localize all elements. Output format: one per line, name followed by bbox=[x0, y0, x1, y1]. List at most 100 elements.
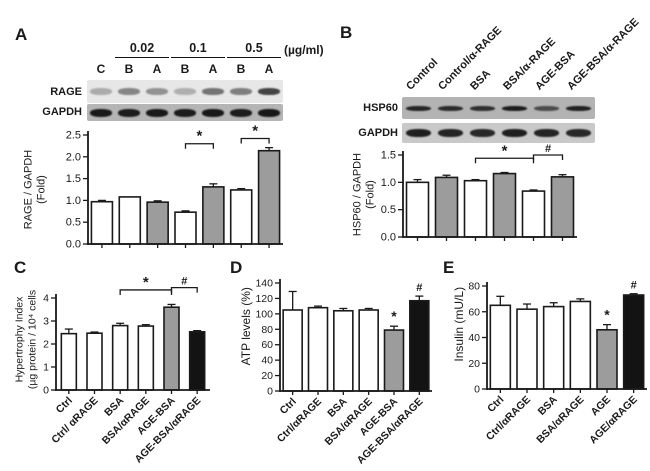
bar bbox=[118, 196, 142, 245]
y-tick-label: 2.0 bbox=[66, 151, 81, 163]
panel-e-label: E bbox=[443, 258, 455, 277]
panel-a-label: A bbox=[15, 25, 28, 44]
y-tick-label: 20 bbox=[261, 370, 273, 382]
y-tick-label: 4 bbox=[43, 293, 49, 305]
bar-significance-mark: * bbox=[604, 307, 610, 323]
protein-band bbox=[566, 129, 592, 137]
protein-band bbox=[202, 88, 224, 95]
bar bbox=[434, 176, 459, 238]
protein-band bbox=[502, 129, 528, 137]
bar bbox=[60, 332, 78, 391]
y-tick-label: 80 bbox=[261, 324, 273, 336]
protein-band bbox=[534, 105, 560, 111]
y-tick-label: 0.5 bbox=[381, 204, 396, 216]
protein-band bbox=[405, 129, 431, 137]
bar bbox=[383, 329, 405, 392]
y-tick-label: 1 bbox=[43, 362, 49, 374]
protein-band bbox=[230, 88, 252, 95]
concentration-group-1: 0.02 bbox=[115, 41, 169, 58]
western-blot-strip-gapdh-b bbox=[402, 123, 595, 143]
protein-band bbox=[258, 108, 280, 117]
blot-row-label-gapdh: GAPDH bbox=[42, 106, 82, 118]
bar bbox=[492, 172, 517, 238]
bar bbox=[405, 181, 430, 238]
bar bbox=[569, 300, 592, 390]
y-tick-label: 60 bbox=[468, 306, 480, 318]
bar bbox=[622, 294, 645, 390]
lane-label: A bbox=[152, 62, 162, 76]
panel-c-y-axis-label: Hypertrophy Index (µg protein / 10⁴ cell… bbox=[14, 260, 39, 420]
y-tick-label: 1.5 bbox=[66, 173, 81, 185]
protein-band bbox=[566, 105, 592, 111]
protein-band bbox=[202, 108, 224, 117]
bar bbox=[202, 186, 225, 245]
lane-label: B bbox=[180, 62, 190, 76]
protein-band bbox=[146, 108, 168, 117]
y-tick-label: 0 bbox=[474, 384, 480, 396]
bar bbox=[489, 304, 512, 390]
protein-band bbox=[174, 108, 196, 117]
panel-b-label: B bbox=[340, 23, 353, 42]
bar bbox=[229, 189, 253, 245]
concentration-label: 0.02 bbox=[129, 41, 155, 55]
bar bbox=[463, 179, 488, 238]
panel-a-bar-chart: 0.0 0.5 1.0 1.5 2.0 2.5 * * bbox=[66, 122, 283, 251]
bar bbox=[333, 309, 354, 392]
panel-b-bar-chart: 0.0 0.5 1.0 1.5 * # bbox=[381, 142, 577, 244]
blot-row-label-hsp60: HSP60 bbox=[363, 102, 398, 114]
lane-label: B bbox=[236, 62, 246, 76]
protein-band bbox=[469, 105, 495, 111]
significance-label: # bbox=[181, 276, 187, 288]
y-tick-label: 140 bbox=[255, 278, 273, 290]
y-tick-label: 40 bbox=[261, 355, 273, 367]
y-tick-label: 80 bbox=[468, 281, 480, 293]
x-category-label: Ctrl bbox=[54, 395, 75, 416]
lane-label: C bbox=[96, 62, 106, 76]
bar bbox=[550, 176, 575, 238]
bar bbox=[111, 324, 129, 391]
bar bbox=[596, 328, 618, 390]
protein-band bbox=[258, 88, 280, 95]
y-tick-label: 0.5 bbox=[66, 217, 81, 229]
y-tick-label: 20 bbox=[468, 358, 480, 370]
x-category-label: BSA/αRAGE bbox=[534, 394, 586, 446]
lane-label: B bbox=[124, 62, 134, 76]
significance-label: # bbox=[545, 143, 551, 155]
y-tick-label: 0.0 bbox=[66, 239, 81, 251]
bar bbox=[282, 309, 303, 392]
protein-band bbox=[90, 88, 112, 95]
bar bbox=[516, 308, 538, 390]
significance-bracket bbox=[474, 157, 535, 164]
protein-band bbox=[437, 129, 463, 137]
bar bbox=[409, 299, 430, 392]
western-blot-strip-gapdh bbox=[87, 104, 283, 121]
y-tick-label: 1.5 bbox=[381, 150, 396, 162]
concentration-unit-label: (µg/ml) bbox=[284, 43, 324, 57]
y-axis-label-line: Hypertrophy Index bbox=[13, 296, 26, 383]
significance-label: * bbox=[143, 274, 149, 291]
y-tick-label: 0 bbox=[43, 385, 49, 397]
concentration-label: 0.1 bbox=[189, 41, 207, 55]
bar bbox=[358, 309, 379, 392]
bar bbox=[521, 190, 546, 238]
blot-row-label-rage: RAGE bbox=[50, 86, 82, 98]
x-category-label: Ctrl bbox=[485, 394, 506, 415]
y-tick-label: 120 bbox=[255, 293, 273, 305]
lane-label: A bbox=[208, 62, 218, 76]
panel-d-label: D bbox=[230, 258, 243, 277]
significance-label: * bbox=[502, 142, 508, 159]
y-tick-label: 1.0 bbox=[66, 195, 81, 207]
y-tick-label: 40 bbox=[468, 332, 480, 344]
concentration-group-3: 0.5 bbox=[227, 41, 281, 58]
bar bbox=[90, 200, 114, 245]
bar bbox=[86, 332, 103, 391]
y-tick-label: 1.0 bbox=[381, 177, 396, 189]
bar-significance-mark: * bbox=[391, 308, 397, 324]
bar bbox=[542, 305, 565, 390]
significance-label: * bbox=[197, 128, 203, 145]
blot-lane-label: BSA bbox=[468, 67, 494, 93]
y-tick-label: 2 bbox=[43, 339, 49, 351]
significance-bracket bbox=[532, 154, 564, 160]
